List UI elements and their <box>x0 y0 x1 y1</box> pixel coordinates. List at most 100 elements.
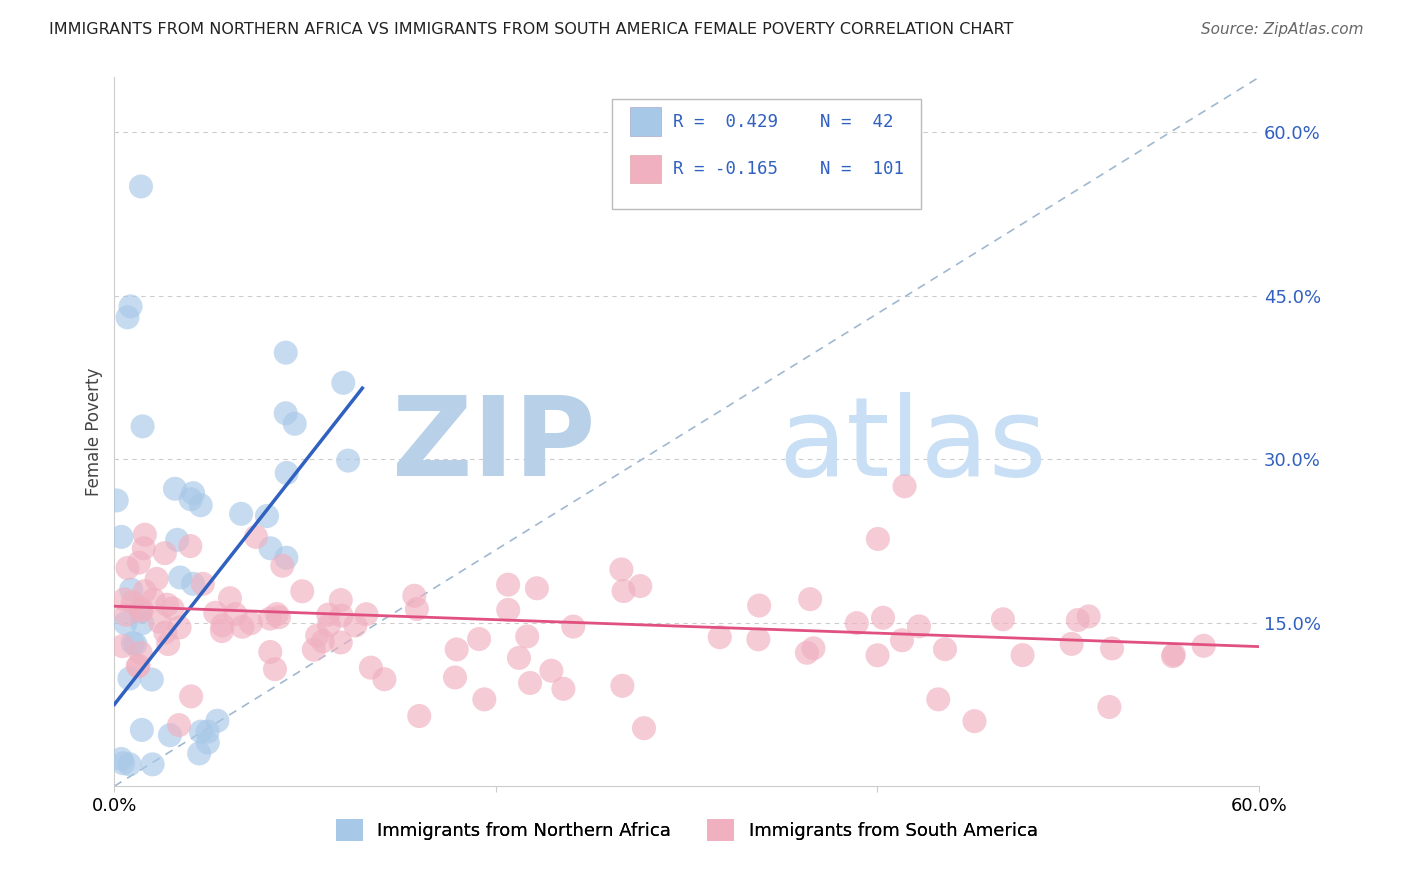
Point <box>516 630 538 644</box>
Point <box>105 493 128 508</box>
Point <box>239 616 262 631</box>
Point <box>963 714 986 728</box>
Point <box>408 709 430 723</box>
Point <box>112 592 135 607</box>
Point <box>142 592 165 607</box>
Point <box>149 615 172 629</box>
Point <box>224 607 246 621</box>
Point <box>145 572 167 586</box>
Point <box>115 607 138 622</box>
Point <box>163 482 186 496</box>
Point <box>245 530 267 544</box>
Point <box>159 728 181 742</box>
Point <box>610 562 633 576</box>
Point <box>927 692 949 706</box>
Point <box>472 692 495 706</box>
Point <box>111 639 134 653</box>
Point <box>747 632 769 647</box>
Point <box>1077 609 1099 624</box>
Point <box>519 676 541 690</box>
Point <box>191 576 214 591</box>
Point <box>612 679 634 693</box>
Legend: Immigrants from Northern Africa, Immigrants from South America: Immigrants from Northern Africa, Immigra… <box>336 819 1038 841</box>
Point <box>1011 648 1033 662</box>
Point <box>307 629 329 643</box>
FancyBboxPatch shape <box>612 99 921 209</box>
Point <box>129 646 152 660</box>
Point <box>893 479 915 493</box>
Point <box>131 419 153 434</box>
Y-axis label: Female Poverty: Female Poverty <box>86 368 103 496</box>
Point <box>112 756 135 771</box>
Point <box>134 584 156 599</box>
Point <box>613 584 636 599</box>
Text: atlas: atlas <box>778 392 1046 500</box>
Point <box>373 672 395 686</box>
Point <box>332 376 354 390</box>
Point <box>302 642 325 657</box>
Point <box>259 541 281 556</box>
Point <box>180 492 202 507</box>
Point <box>132 541 155 556</box>
Point <box>167 718 190 732</box>
Point <box>267 610 290 624</box>
Text: Source: ZipAtlas.com: Source: ZipAtlas.com <box>1201 22 1364 37</box>
Point <box>131 601 153 615</box>
Point <box>121 595 143 609</box>
Point <box>127 659 149 673</box>
Point <box>496 603 519 617</box>
Point <box>337 453 360 467</box>
Point <box>274 406 297 420</box>
Text: IMMIGRANTS FROM NORTHERN AFRICA VS IMMIGRANTS FROM SOUTH AMERICA FEMALE POVERTY : IMMIGRANTS FROM NORTHERN AFRICA VS IMMIG… <box>49 22 1014 37</box>
Point <box>866 648 889 663</box>
Point <box>628 579 651 593</box>
Point <box>508 651 530 665</box>
Point <box>131 723 153 737</box>
Point <box>356 607 378 622</box>
Point <box>405 602 427 616</box>
Point <box>141 673 163 687</box>
Point <box>344 618 367 632</box>
Point <box>991 612 1014 626</box>
Point <box>799 592 821 607</box>
Point <box>110 530 132 544</box>
Point <box>128 658 150 673</box>
Point <box>845 616 868 631</box>
Point <box>1060 637 1083 651</box>
Point <box>796 646 818 660</box>
Point <box>264 662 287 676</box>
Point <box>444 670 467 684</box>
Point <box>1098 700 1121 714</box>
Point <box>271 558 294 573</box>
FancyBboxPatch shape <box>630 108 661 136</box>
Point <box>169 620 191 634</box>
Point <box>155 625 177 640</box>
Point <box>908 619 931 633</box>
Point <box>633 721 655 735</box>
Point <box>181 486 204 500</box>
Point <box>866 532 889 546</box>
Point <box>211 618 233 632</box>
Point <box>256 509 278 524</box>
Point <box>134 527 156 541</box>
Point <box>117 561 139 575</box>
Point <box>266 607 288 621</box>
Point <box>129 179 152 194</box>
Point <box>259 611 281 625</box>
Point <box>162 601 184 615</box>
Point <box>197 724 219 739</box>
Point <box>329 593 352 607</box>
Point <box>540 664 562 678</box>
Point <box>131 616 153 631</box>
Point <box>1101 641 1123 656</box>
Point <box>157 637 180 651</box>
Point <box>118 672 141 686</box>
Point <box>190 498 212 512</box>
Point <box>496 577 519 591</box>
Point <box>181 577 204 591</box>
Point <box>190 724 212 739</box>
Point <box>114 616 136 631</box>
Point <box>129 605 152 619</box>
Point <box>526 582 548 596</box>
Point <box>318 618 340 632</box>
